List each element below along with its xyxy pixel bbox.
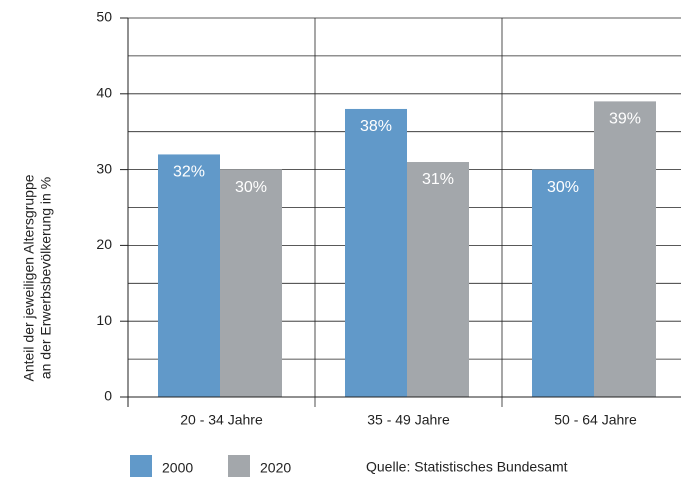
value-label: 38% (360, 118, 392, 135)
x-tick-label: 50 - 64 Jahre (554, 412, 637, 428)
bar (345, 108, 407, 398)
legend-swatch (130, 455, 152, 477)
bar (407, 162, 469, 397)
y-tick-label: 30 (96, 160, 112, 176)
x-tick-label: 20 - 34 Jahre (180, 412, 263, 428)
y-tick-label: 0 (104, 388, 112, 404)
y-tick-label: 20 (96, 236, 112, 252)
source: Quelle: Statistisches Bundesamt (366, 459, 568, 475)
bar (532, 169, 594, 397)
value-label: 30% (547, 179, 579, 196)
bar (220, 169, 282, 397)
y-axis-label: an der Erwerbsbevölkerung in % (38, 177, 54, 379)
y-axis-label: Anteil der jeweiligen Altersgruppe (21, 174, 37, 381)
value-label: 39% (609, 111, 641, 128)
value-label: 32% (173, 164, 205, 181)
bar (594, 101, 656, 397)
value-label: 31% (422, 171, 454, 188)
y-tick-label: 10 (96, 312, 112, 328)
legend-swatch (228, 455, 250, 477)
legend-label: 2000 (162, 460, 193, 476)
x-tick-label: 35 - 49 Jahre (367, 412, 450, 428)
bar (158, 154, 220, 397)
legend-label: 2020 (260, 460, 291, 476)
y-tick-label: 40 (96, 85, 112, 101)
y-tick-label: 50 (96, 9, 112, 25)
value-label: 30% (235, 179, 267, 196)
